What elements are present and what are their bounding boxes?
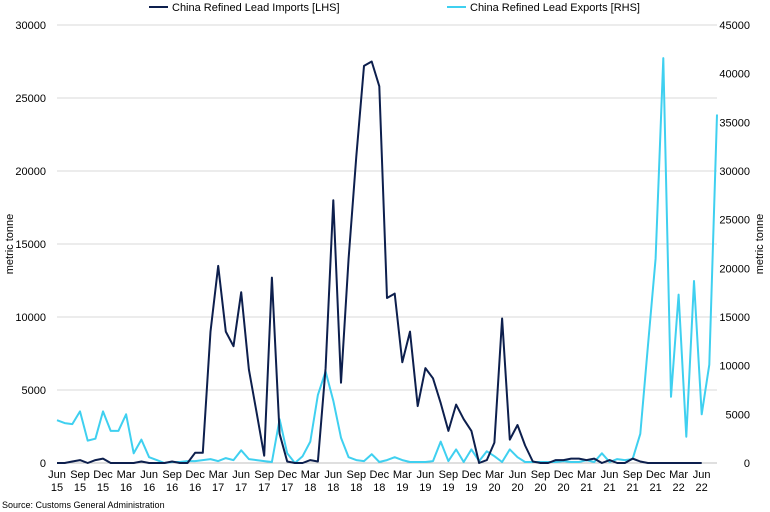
x-tick-month: Mar (669, 469, 688, 481)
x-tick-year: 22 (696, 482, 708, 494)
x-tick-month: Mar (485, 469, 504, 481)
x-tick-year: 17 (258, 482, 270, 494)
legend: China Refined Lead Imports [LHS] China R… (149, 2, 640, 14)
x-tick-month: Dec (646, 469, 666, 481)
left-tick-label: 5000 (22, 385, 46, 397)
x-tick-month: Mar (209, 469, 228, 481)
legend-label-exports: China Refined Lead Exports [RHS] (470, 2, 640, 14)
right-tick-label: 5000 (726, 409, 750, 421)
x-tick-year: 16 (166, 482, 178, 494)
x-tick-year: 16 (189, 482, 201, 494)
imports-series-line (57, 60, 702, 464)
x-tick-year: 15 (97, 482, 109, 494)
x-tick-month: Dec (93, 469, 113, 481)
x-tick-year: 16 (120, 482, 132, 494)
x-tick-month: Dec (554, 469, 574, 481)
right-tick-label: 45000 (719, 20, 750, 32)
right-axis-label: metric tonne (754, 214, 766, 275)
x-tick-month: Sep (254, 469, 274, 481)
x-tick-year: 15 (51, 482, 63, 494)
x-tick-year: 19 (419, 482, 431, 494)
x-tick-year: 16 (143, 482, 155, 494)
left-tick-label: 30000 (15, 20, 46, 32)
left-tick-label: 20000 (15, 166, 46, 178)
x-tick-year: 18 (373, 482, 385, 494)
x-tick-month: Dec (370, 469, 390, 481)
legend-label-imports: China Refined Lead Imports [LHS] (172, 2, 340, 14)
x-tick-year: 17 (235, 482, 247, 494)
x-tick-year: 21 (626, 482, 638, 494)
x-axis-ticks: Jun15Sep15Dec15Mar16Jun16Sep16Dec16Mar17… (48, 469, 710, 494)
x-tick-year: 19 (465, 482, 477, 494)
right-tick-label: 0 (744, 458, 750, 470)
x-tick-year: 21 (649, 482, 661, 494)
x-tick-year: 20 (488, 482, 500, 494)
x-tick-month: Jun (140, 469, 158, 481)
x-tick-month: Dec (185, 469, 205, 481)
x-tick-year: 20 (534, 482, 546, 494)
x-tick-year: 22 (673, 482, 685, 494)
x-tick-year: 19 (442, 482, 454, 494)
right-axis-ticks: 0 5000 10000 15000 20000 25000 30000 35000 40000… (719, 20, 750, 470)
x-tick-month: Sep (623, 469, 643, 481)
right-tick-label: 30000 (719, 166, 750, 178)
exports-series-line (56, 57, 718, 464)
right-tick-label: 35000 (719, 117, 750, 129)
x-tick-month: Jun (601, 469, 619, 481)
series-layer (56, 57, 718, 464)
x-tick-month: Sep (439, 469, 459, 481)
x-tick-year: 20 (511, 482, 523, 494)
x-tick-year: 18 (304, 482, 316, 494)
gridlines (57, 24, 717, 391)
x-tick-month: Dec (277, 469, 297, 481)
left-tick-label: 25000 (15, 93, 46, 105)
left-tick-label: 10000 (15, 312, 46, 324)
x-tick-month: Mar (117, 469, 136, 481)
x-tick-month: Jun (232, 469, 250, 481)
x-tick-month: Jun (693, 469, 711, 481)
left-axis-ticks: 0 5000 10000 15000 20000 25000 30000 (15, 20, 46, 470)
x-tick-month: Sep (531, 469, 551, 481)
x-tick-month: Jun (48, 469, 66, 481)
x-tick-month: Sep (162, 469, 182, 481)
x-tick-year: 19 (396, 482, 408, 494)
x-tick-year: 17 (281, 482, 293, 494)
x-tick-month: Sep (70, 469, 90, 481)
x-tick-month: Jun (509, 469, 527, 481)
x-tick-month: Dec (462, 469, 482, 481)
x-tick-year: 15 (74, 482, 86, 494)
x-tick-year: 18 (327, 482, 339, 494)
x-tick-month: Mar (301, 469, 320, 481)
x-tick-month: Jun (416, 469, 434, 481)
x-tick-year: 21 (580, 482, 592, 494)
x-tick-month: Mar (577, 469, 596, 481)
left-tick-label: 15000 (15, 239, 46, 251)
x-tick-month: Sep (347, 469, 367, 481)
right-tick-label: 20000 (719, 263, 750, 275)
x-tick-year: 21 (603, 482, 615, 494)
x-tick-month: Jun (324, 469, 342, 481)
left-axis-label: metric tonne (4, 214, 16, 275)
x-tick-year: 18 (350, 482, 362, 494)
right-tick-label: 10000 (719, 361, 750, 373)
right-tick-label: 15000 (719, 312, 750, 324)
left-tick-label: 0 (40, 458, 46, 470)
x-tick-month: Mar (393, 469, 412, 481)
right-tick-label: 40000 (719, 69, 750, 81)
right-tick-label: 25000 (719, 215, 750, 227)
source-note: Source: Customs General Administration (2, 500, 165, 510)
x-tick-year: 20 (557, 482, 569, 494)
x-tick-year: 17 (212, 482, 224, 494)
